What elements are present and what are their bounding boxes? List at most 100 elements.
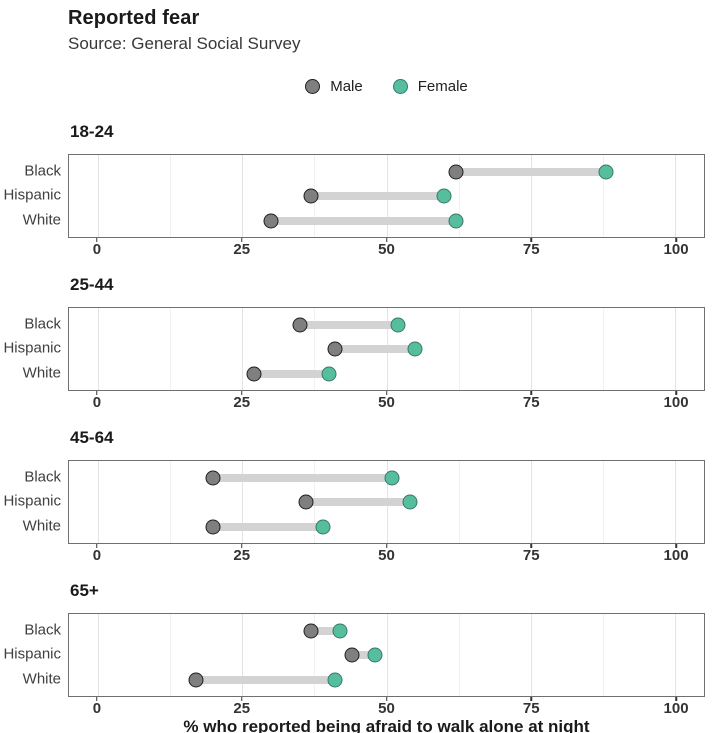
y-axis-labels: Black Hispanic White [0,613,68,695]
female-dot [402,494,418,510]
major-gridline [97,461,99,543]
y-axis-labels: Black Hispanic White [0,460,68,542]
female-dot-icon [392,78,408,94]
major-gridline [242,614,244,696]
age-section: 65+ Black Hispanic White 0 25 50 75 100 [0,581,705,716]
axis-title-row: % who reported being afraid to walk alon… [0,716,705,733]
age-sections: 18-24 Black Hispanic White 0 25 50 75 100 25-44 Bl… [0,122,705,716]
x-axis-title: % who reported being afraid to walk alon… [183,717,590,733]
x-tick-label: 75 [522,700,540,717]
panel-grid: Black Hispanic White [0,613,705,697]
x-tick-mark [530,544,533,548]
minor-gridline [602,155,604,237]
row-label: White [22,670,61,688]
x-tick-label: 0 [92,241,102,258]
major-gridline [675,461,677,543]
legend: Male Female [68,76,705,96]
plot-panel [68,460,705,544]
dumbbell-connector [351,651,375,659]
legend-label-male: Male [330,77,363,95]
major-gridline [530,461,532,543]
row-label: White [22,364,61,382]
x-axis: 0 25 50 75 100 [68,544,705,563]
row-label: White [22,517,61,535]
row-label: White [22,211,61,229]
female-dot [436,188,452,204]
x-tick-mark [675,238,677,242]
x-tick-mark [96,391,98,395]
male-dot [344,647,360,663]
age-section: 25-44 Black Hispanic White 0 25 50 75 100 [0,275,705,410]
axis-grid: 0 25 50 75 100 [0,544,705,563]
major-gridline [242,461,244,543]
major-gridline [386,614,388,696]
x-tick-mark [675,544,677,548]
female-dot [315,519,331,535]
row-label: Hispanic [3,186,61,204]
x-tick-mark [530,238,533,242]
x-tick-label: 100 [663,394,689,411]
x-tick-label: 50 [378,700,395,717]
male-dot [246,366,262,382]
x-tick-label: 100 [663,700,689,717]
x-tick-mark [385,238,388,242]
minor-gridline [314,614,316,696]
legend-label-female: Female [417,77,468,95]
row-label: Black [24,162,61,180]
male-dot [303,188,319,204]
major-gridline [675,614,677,696]
panel-grid: Black Hispanic White [0,154,705,238]
major-gridline [675,155,677,237]
dumbbell-connector [213,523,323,531]
axis-grid: 0 25 50 75 100 [0,238,705,257]
female-dot [384,470,400,486]
minor-gridline [602,614,604,696]
age-group-title: 65+ [70,581,99,600]
minor-gridline [170,155,172,237]
female-dot [321,366,337,382]
x-tick-mark [385,391,388,395]
dumbbell-connector [271,217,456,225]
x-tick-label: 50 [378,241,395,258]
x-tick-mark [240,544,243,548]
x-tick-label: 100 [663,241,689,258]
x-tick-mark [96,544,98,548]
y-axis-labels: Black Hispanic White [0,307,68,389]
x-axis: 0 25 50 75 100 [68,238,705,257]
x-tick-mark [385,697,388,701]
minor-gridline [458,308,460,390]
dumbbell-connector [253,370,329,378]
x-tick-mark [675,697,677,701]
female-dot [327,672,343,688]
plot-panel [68,154,705,238]
major-gridline [97,614,99,696]
row-label: Hispanic [3,645,61,663]
minor-gridline [170,461,172,543]
minor-gridline [458,155,460,237]
age-group-title: 25-44 [70,275,114,294]
x-tick-label: 0 [92,547,102,564]
male-dot [448,164,464,180]
dumbbell-connector [213,474,393,482]
female-dot [390,317,406,333]
female-dot [598,164,614,180]
age-section: 18-24 Black Hispanic White 0 25 50 75 100 [0,122,705,257]
male-dot [263,213,279,229]
legend-item-female: Female [392,77,468,95]
minor-gridline [170,308,172,390]
major-gridline [530,614,532,696]
chart-title: Reported fear [68,7,200,29]
dumbbell-connector [311,192,445,200]
row-label: Black [24,621,61,639]
minor-gridline [170,614,172,696]
plot-panel [68,307,705,391]
male-dot [292,317,308,333]
female-dot [407,341,423,357]
major-gridline [675,308,677,390]
x-tick-mark [96,238,98,242]
x-tick-label: 75 [522,241,540,258]
x-tick-label: 25 [233,547,251,564]
female-dot [332,623,348,639]
x-tick-mark [240,238,243,242]
